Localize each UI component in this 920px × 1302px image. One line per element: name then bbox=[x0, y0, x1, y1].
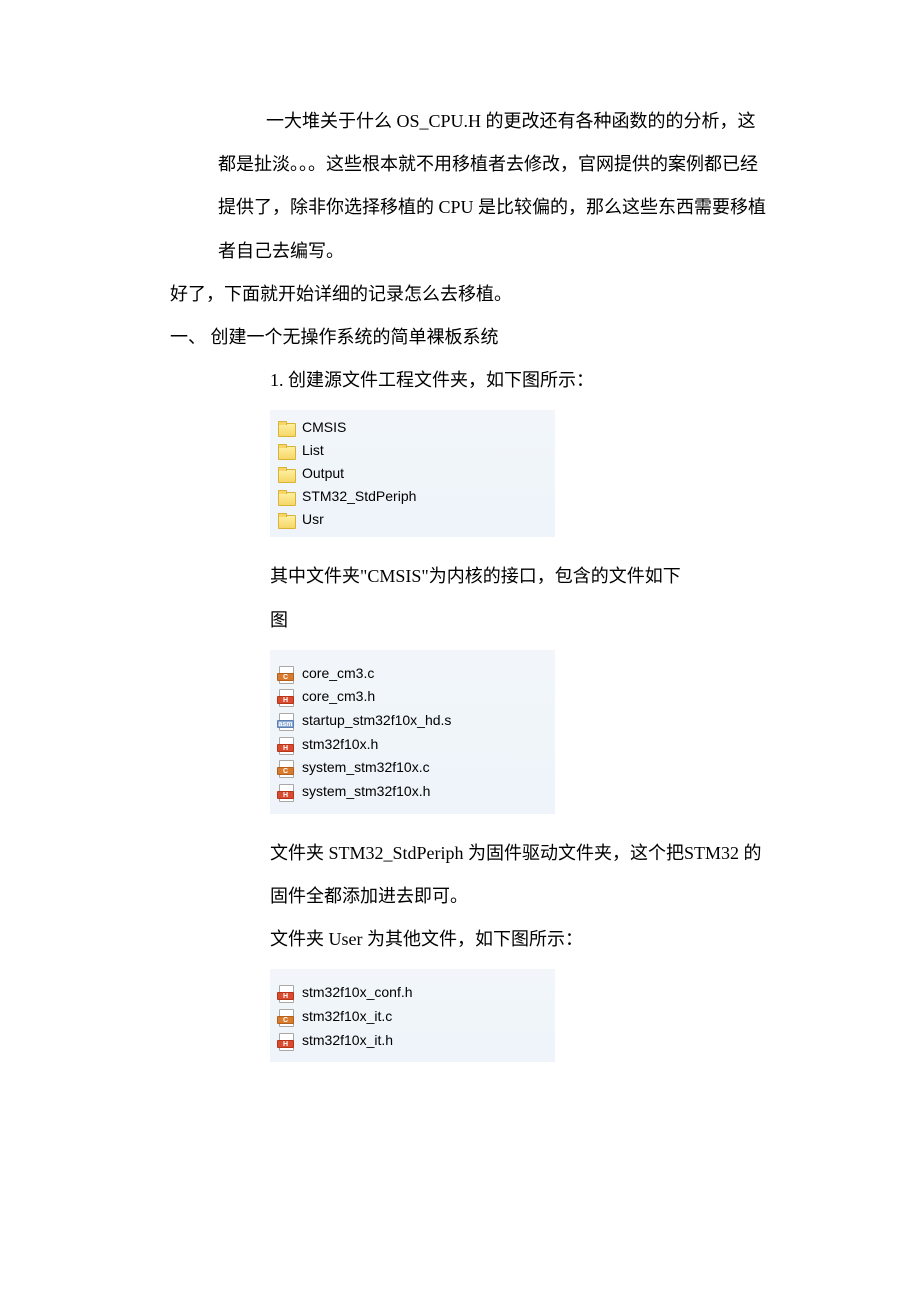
paragraph-cmsis-1: 其中文件夹"CMSIS"为内核的接口，包含的文件如下 bbox=[270, 555, 770, 598]
folder-row: Output bbox=[270, 462, 555, 485]
file-row: Hstm32f10x.h bbox=[270, 733, 555, 757]
folder-icon bbox=[278, 513, 296, 527]
file-icon: H bbox=[278, 689, 296, 705]
file-row: asm startup_stm32f10x_hd.s bbox=[270, 709, 555, 733]
file-row: Hsystem_stm32f10x.h bbox=[270, 780, 555, 804]
paragraph-cmsis-2: 图 bbox=[270, 599, 770, 642]
folder-row: STM32_StdPeriph bbox=[270, 485, 555, 508]
file-row: Csystem_stm32f10x.c bbox=[270, 756, 555, 780]
file-label: core_cm3.h bbox=[302, 686, 375, 708]
folder-icon bbox=[278, 421, 296, 435]
file-label: core_cm3.c bbox=[302, 663, 374, 685]
file-label: stm32f10x_conf.h bbox=[302, 982, 413, 1004]
folder-label: Usr bbox=[302, 509, 324, 530]
file-icon: asm bbox=[278, 713, 296, 729]
paragraph-transition: 好了，下面就开始详细的记录怎么去移植。 bbox=[170, 273, 770, 316]
file-icon: C bbox=[278, 1009, 296, 1025]
file-icon: H bbox=[278, 985, 296, 1001]
folder-label: Output bbox=[302, 463, 344, 484]
cmsis-file-list: Ccore_cm3.cHcore_cm3.hasmstartup_stm32f1… bbox=[270, 650, 555, 814]
folder-label: STM32_StdPeriph bbox=[302, 486, 416, 507]
user-file-list: Hstm32f10x_conf.hCstm32f10x_it.cHstm32f1… bbox=[270, 969, 555, 1062]
folder-row: CMSIS bbox=[270, 416, 555, 439]
folder-label: List bbox=[302, 440, 324, 461]
file-row: Ccore_cm3.c bbox=[270, 662, 555, 686]
file-icon: H bbox=[278, 784, 296, 800]
file-label: stm32f10x_it.c bbox=[302, 1006, 392, 1028]
paragraph-stdperiph: 文件夹 STM32_StdPeriph 为固件驱动文件夹，这个把STM32 的固… bbox=[270, 832, 770, 918]
folder-icon bbox=[278, 490, 296, 504]
folder-label: CMSIS bbox=[302, 417, 346, 438]
file-icon: C bbox=[278, 666, 296, 682]
file-label: stm32f10x_it.h bbox=[302, 1030, 393, 1052]
paragraph-intro: 一大堆关于什么 OS_CPU.H 的更改还有各种函数的的分析，这都是扯淡。。。这… bbox=[218, 100, 770, 273]
file-label: system_stm32f10x.h bbox=[302, 781, 430, 803]
file-icon: H bbox=[278, 737, 296, 753]
file-row: Hcore_cm3.h bbox=[270, 685, 555, 709]
folder-icon bbox=[278, 444, 296, 458]
paragraph-user: 文件夹 User 为其他文件，如下图所示： bbox=[270, 918, 770, 961]
section-heading: 一、 创建一个无操作系统的简单裸板系统 bbox=[170, 316, 770, 359]
folder-row: List bbox=[270, 439, 555, 462]
file-row: Hstm32f10x_it.h bbox=[270, 1029, 555, 1053]
file-row: Cstm32f10x_it.c bbox=[270, 1005, 555, 1029]
folder-row: Usr bbox=[270, 508, 555, 531]
file-label: stm32f10x.h bbox=[302, 734, 378, 756]
file-label: system_stm32f10x.c bbox=[302, 757, 430, 779]
folder-list: CMSISListOutputSTM32_StdPeriphUsr bbox=[270, 410, 555, 537]
folder-icon bbox=[278, 467, 296, 481]
file-label: startup_stm32f10x_hd.s bbox=[302, 710, 451, 732]
file-row: Hstm32f10x_conf.h bbox=[270, 981, 555, 1005]
numbered-step-1: 1. 创建源文件工程文件夹，如下图所示： bbox=[270, 359, 770, 402]
file-icon: H bbox=[278, 1033, 296, 1049]
file-icon: C bbox=[278, 760, 296, 776]
